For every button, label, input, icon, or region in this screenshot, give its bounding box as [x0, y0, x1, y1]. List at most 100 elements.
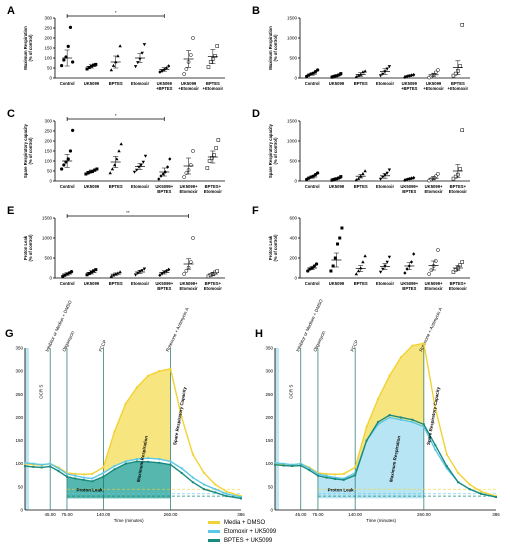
data-point: [387, 65, 392, 69]
y-tick-label: 1000: [287, 139, 298, 144]
x-tick-label: BPTES+Etomoxir: [449, 184, 468, 194]
legend-swatch: [208, 530, 220, 533]
series-point: [225, 492, 228, 495]
y-tick-label: 150: [44, 149, 52, 154]
data-point: [206, 65, 211, 69]
series-point: [495, 496, 497, 499]
x-tick-label: Control: [60, 81, 75, 86]
data-point: [215, 44, 220, 48]
series-point: [365, 439, 368, 442]
x-tick-label: 260.00: [417, 512, 431, 517]
series-point: [377, 423, 380, 426]
series-point: [91, 480, 94, 483]
series-point: [32, 462, 35, 465]
series-point: [49, 462, 52, 465]
data-point: [165, 165, 170, 169]
series-point: [422, 342, 425, 345]
series-point: [158, 458, 161, 461]
x-tick-label: UK5099: [329, 81, 345, 86]
y-axis-label: Spare Respiratory capacity(% of control): [23, 123, 33, 178]
panel-letter: B: [252, 5, 260, 17]
y-tick-label: 300: [15, 369, 23, 374]
data-point: [84, 172, 88, 176]
data-point: [71, 60, 75, 64]
y-tick-label: 50: [47, 169, 53, 174]
y-tick-label: 1500: [42, 216, 53, 221]
x-tick-label: UK5099+BPTES: [155, 281, 173, 291]
series-point: [445, 467, 448, 470]
series-point: [102, 471, 105, 474]
x-tick-label: 75.00: [312, 512, 324, 517]
data-point: [208, 60, 213, 64]
series-point: [325, 476, 328, 479]
series-point: [457, 481, 460, 484]
y-axis-label: Proton Leak(% of control): [23, 234, 33, 262]
data-point: [87, 66, 91, 70]
series-point: [388, 374, 391, 377]
x-tick-label: 140.00: [96, 512, 110, 517]
series-point: [240, 496, 242, 499]
data-point: [93, 168, 97, 172]
data-point: [381, 175, 385, 179]
series-point: [203, 483, 206, 486]
data-point: [109, 274, 114, 278]
data-point: [140, 269, 144, 273]
series-point: [325, 472, 328, 475]
data-point: [86, 171, 90, 175]
data-point: [62, 163, 66, 167]
x-tick-label: 75.00: [61, 512, 73, 517]
series-point: [354, 474, 357, 477]
series-point: [377, 397, 380, 400]
series-point: [113, 465, 116, 468]
data-point: [159, 174, 163, 178]
significance-label: *: [115, 113, 117, 118]
y-tick-label: 250: [44, 26, 52, 31]
data-point: [142, 43, 147, 47]
series-point: [180, 471, 183, 474]
series-point: [365, 425, 368, 428]
y-tick-label: 150: [44, 46, 52, 51]
series-point: [24, 461, 26, 464]
x-tick-label: Control: [305, 184, 320, 189]
y-tick-label: 1000: [42, 236, 53, 241]
series-point: [124, 460, 127, 463]
series-point: [180, 416, 183, 419]
data-point: [182, 175, 187, 179]
series-point: [32, 465, 35, 468]
data-point: [110, 167, 115, 171]
data-point: [313, 70, 318, 74]
data-point: [141, 160, 145, 164]
data-point: [188, 260, 193, 264]
data-point: [453, 71, 458, 76]
data-point: [363, 69, 367, 73]
y-tick-label: 0: [49, 276, 52, 281]
y-tick-label: 350: [15, 346, 23, 351]
data-point: [95, 167, 99, 171]
data-point: [94, 268, 98, 272]
data-point: [378, 74, 383, 78]
series-point: [91, 472, 94, 475]
series-point: [169, 463, 172, 466]
x-tick-label: UK5099+BPTES: [401, 81, 418, 91]
y-tick-label: 200: [265, 415, 273, 420]
data-point: [412, 252, 416, 256]
data-point: [158, 273, 162, 277]
panel-f: F Proton Leak(% of control) 0 200 400 600 Cont…: [252, 205, 470, 291]
x-tick-label: Etomoxir: [376, 184, 395, 189]
data-point: [68, 149, 73, 153]
region-label: Proton Leak: [76, 487, 103, 492]
series-point: [113, 468, 116, 471]
event-label: Oligomycin: [61, 330, 75, 353]
data-point: [212, 153, 216, 157]
y-axis-label: Maximum Respiration(% of control): [268, 26, 278, 70]
x-tick-label: BPTES: [354, 81, 368, 86]
y-tick-label: 50: [268, 484, 274, 489]
y-tick-label: 1000: [287, 36, 298, 41]
series-point: [411, 421, 414, 424]
data-point: [403, 271, 407, 275]
y-axis-label: Spare Respiratory capacity(% of control): [268, 123, 278, 178]
event-label: FCCP: [98, 339, 108, 352]
x-tick-label: UK5099: [329, 184, 345, 189]
x-tick-label: 140.00: [348, 512, 362, 517]
series-point: [169, 460, 172, 463]
